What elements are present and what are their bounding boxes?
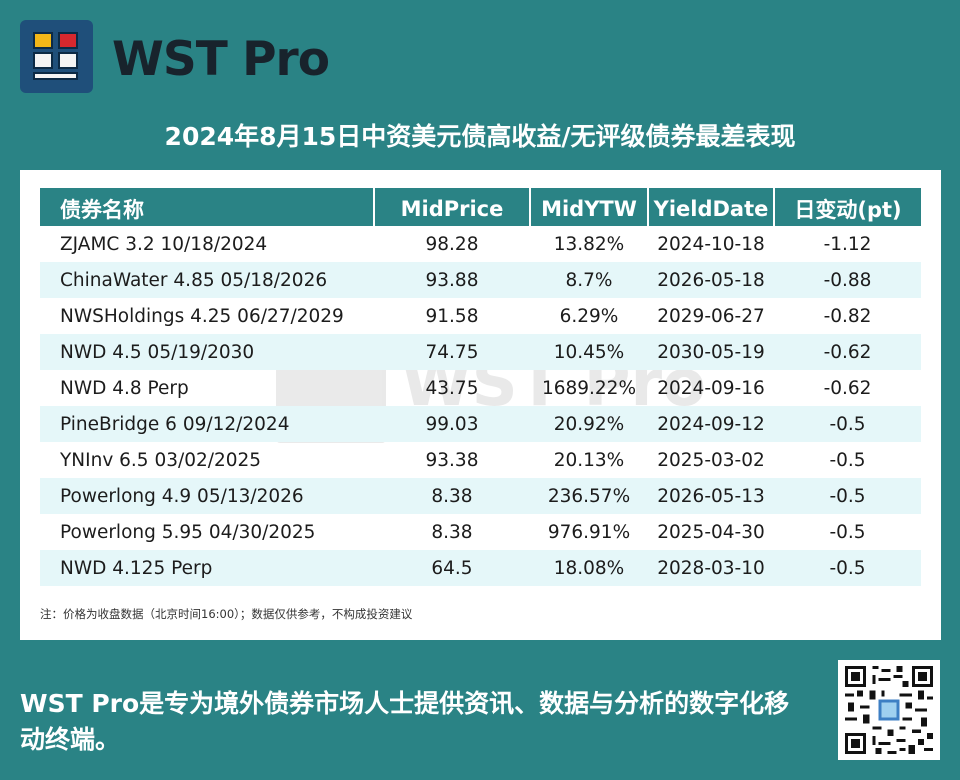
column-header-bond-name: 债券名称 xyxy=(40,188,374,226)
yielddate-cell: 2030-05-19 xyxy=(648,334,774,370)
midprice-cell: 8.38 xyxy=(431,521,473,543)
yielddate-cell: 2029-06-27 xyxy=(657,305,765,327)
midprice-cell: 43.75 xyxy=(425,377,479,399)
bond-name-cell: Powerlong 4.9 05/13/2026 xyxy=(40,478,374,514)
daily-change-cell: -0.5 xyxy=(774,478,921,514)
bond-name-cell: Powerlong 5.95 04/30/2025 xyxy=(60,521,316,543)
table-row: PineBridge 6 09/12/2024 99.03 20.92% 2024-0… xyxy=(40,406,921,442)
daily-change-cell: -0.5 xyxy=(829,521,866,543)
yielddate-cell: 2026-05-13 xyxy=(648,478,774,514)
daily-change-cell: -0.82 xyxy=(823,305,872,327)
midprice-cell: 99.03 xyxy=(374,406,530,442)
yielddate-cell: 2028-03-10 xyxy=(648,550,774,586)
midprice-cell: 93.38 xyxy=(425,449,479,471)
table-row: NWD 4.5 05/19/2030 74.75 10.45% 2030-05-19-… xyxy=(40,334,921,370)
yielddate-cell: 2024-10-18 xyxy=(657,233,765,255)
midprice-cell: 64.5 xyxy=(374,550,530,586)
bond-name-cell: NWD 4.8 Perp xyxy=(60,377,189,399)
footnote: 注：价格为收盘数据（北京时间16:00）；数据仅供参考，不构成投资建议 xyxy=(40,607,413,621)
midytw-cell: 1689.22% xyxy=(541,377,637,399)
yielddate-cell: 2025-04-30 xyxy=(657,521,765,543)
column-header-yielddate: YieldDate xyxy=(647,188,774,226)
midytw-cell: 976.91% xyxy=(547,521,631,543)
bond-name-cell: ZJAMC 3.2 10/18/2024 xyxy=(60,233,268,255)
yielddate-cell: 2024-09-16 xyxy=(657,377,765,399)
table-row: Powerlong 4.9 05/13/2026 8.38 236.57% 2026-… xyxy=(40,478,921,514)
table-row: NWSHoldings 4.25 06/27/2029 91.58 6.29% 202… xyxy=(40,298,921,334)
table-row: ZJAMC 3.2 10/18/2024 98.28 13.82% 2024-10-1… xyxy=(40,226,921,262)
midytw-cell: 18.08% xyxy=(530,550,648,586)
midytw-cell: 236.57% xyxy=(530,478,648,514)
page-title: 2024年8月15日中资美元债高收益/无评级债券最差表现 xyxy=(164,122,796,151)
bond-name-cell: PineBridge 6 09/12/2024 xyxy=(40,406,374,442)
bond-name-cell: NWD 4.5 05/19/2030 xyxy=(40,334,374,370)
bond-table: 债券名称 MidPrice MidYTW YieldDate 日变动(pt) Z… xyxy=(40,188,921,586)
table-row: Powerlong 5.95 04/30/2025 8.38 976.91% 2025… xyxy=(40,514,921,550)
yielddate-cell: 2024-09-12 xyxy=(648,406,774,442)
midprice-cell: 98.28 xyxy=(425,233,479,255)
yielddate-cell: 2025-03-02 xyxy=(657,449,765,471)
midytw-cell: 20.92% xyxy=(530,406,648,442)
bond-name-cell: ChinaWater 4.85 05/18/2026 xyxy=(40,262,374,298)
midprice-cell: 8.38 xyxy=(374,478,530,514)
midprice-cell: 91.58 xyxy=(425,305,479,327)
bond-name-cell: YNInv 6.5 03/02/2025 xyxy=(60,449,262,471)
brand-logo-icon xyxy=(20,20,93,93)
column-header-daily-change: 日变动(pt) xyxy=(773,188,921,226)
table-row: NWD 4.125 Perp 64.5 18.08% 2028-03-10 -0.5 xyxy=(40,550,921,586)
qr-code-icon xyxy=(838,660,940,760)
table-row: ChinaWater 4.85 05/18/2026 93.88 8.7% 2026-… xyxy=(40,262,921,298)
footer-tagline: WST Pro是专为境外债券市场人士提供资讯、数据与分析的数字化移动终端。 xyxy=(20,689,790,754)
midprice-cell: 93.88 xyxy=(374,262,530,298)
midytw-cell: 20.13% xyxy=(553,449,625,471)
yielddate-cell: 2026-05-18 xyxy=(648,262,774,298)
daily-change-cell: -0.88 xyxy=(774,262,921,298)
midytw-cell: 6.29% xyxy=(559,305,619,327)
column-header-midprice: MidPrice xyxy=(373,188,530,226)
daily-change-cell: -1.12 xyxy=(823,233,872,255)
daily-change-cell: -0.62 xyxy=(823,377,872,399)
bond-name-cell: NWSHoldings 4.25 06/27/2029 xyxy=(60,305,344,327)
daily-change-cell: -0.62 xyxy=(774,334,921,370)
daily-change-cell: -0.5 xyxy=(774,550,921,586)
midytw-cell: 8.7% xyxy=(530,262,648,298)
bond-name-cell: NWD 4.125 Perp xyxy=(40,550,374,586)
brand-name: WST Pro xyxy=(112,32,330,87)
table-row: NWD 4.8 Perp 43.75 1689.22% 2024-09-16 -0.62 xyxy=(40,370,921,406)
midprice-cell: 74.75 xyxy=(374,334,530,370)
midytw-cell: 13.82% xyxy=(553,233,625,255)
table-header-row: 债券名称 MidPrice MidYTW YieldDate 日变动(pt) xyxy=(40,188,921,226)
table-card: WST Pro 债券名称 MidPrice MidYTW YieldDate 日… xyxy=(20,170,941,640)
daily-change-cell: -0.5 xyxy=(829,449,866,471)
daily-change-cell: -0.5 xyxy=(774,406,921,442)
midytw-cell: 10.45% xyxy=(530,334,648,370)
table-row: YNInv 6.5 03/02/2025 93.38 20.13% 2025-03-0… xyxy=(40,442,921,478)
column-header-midytw: MidYTW xyxy=(529,188,648,226)
